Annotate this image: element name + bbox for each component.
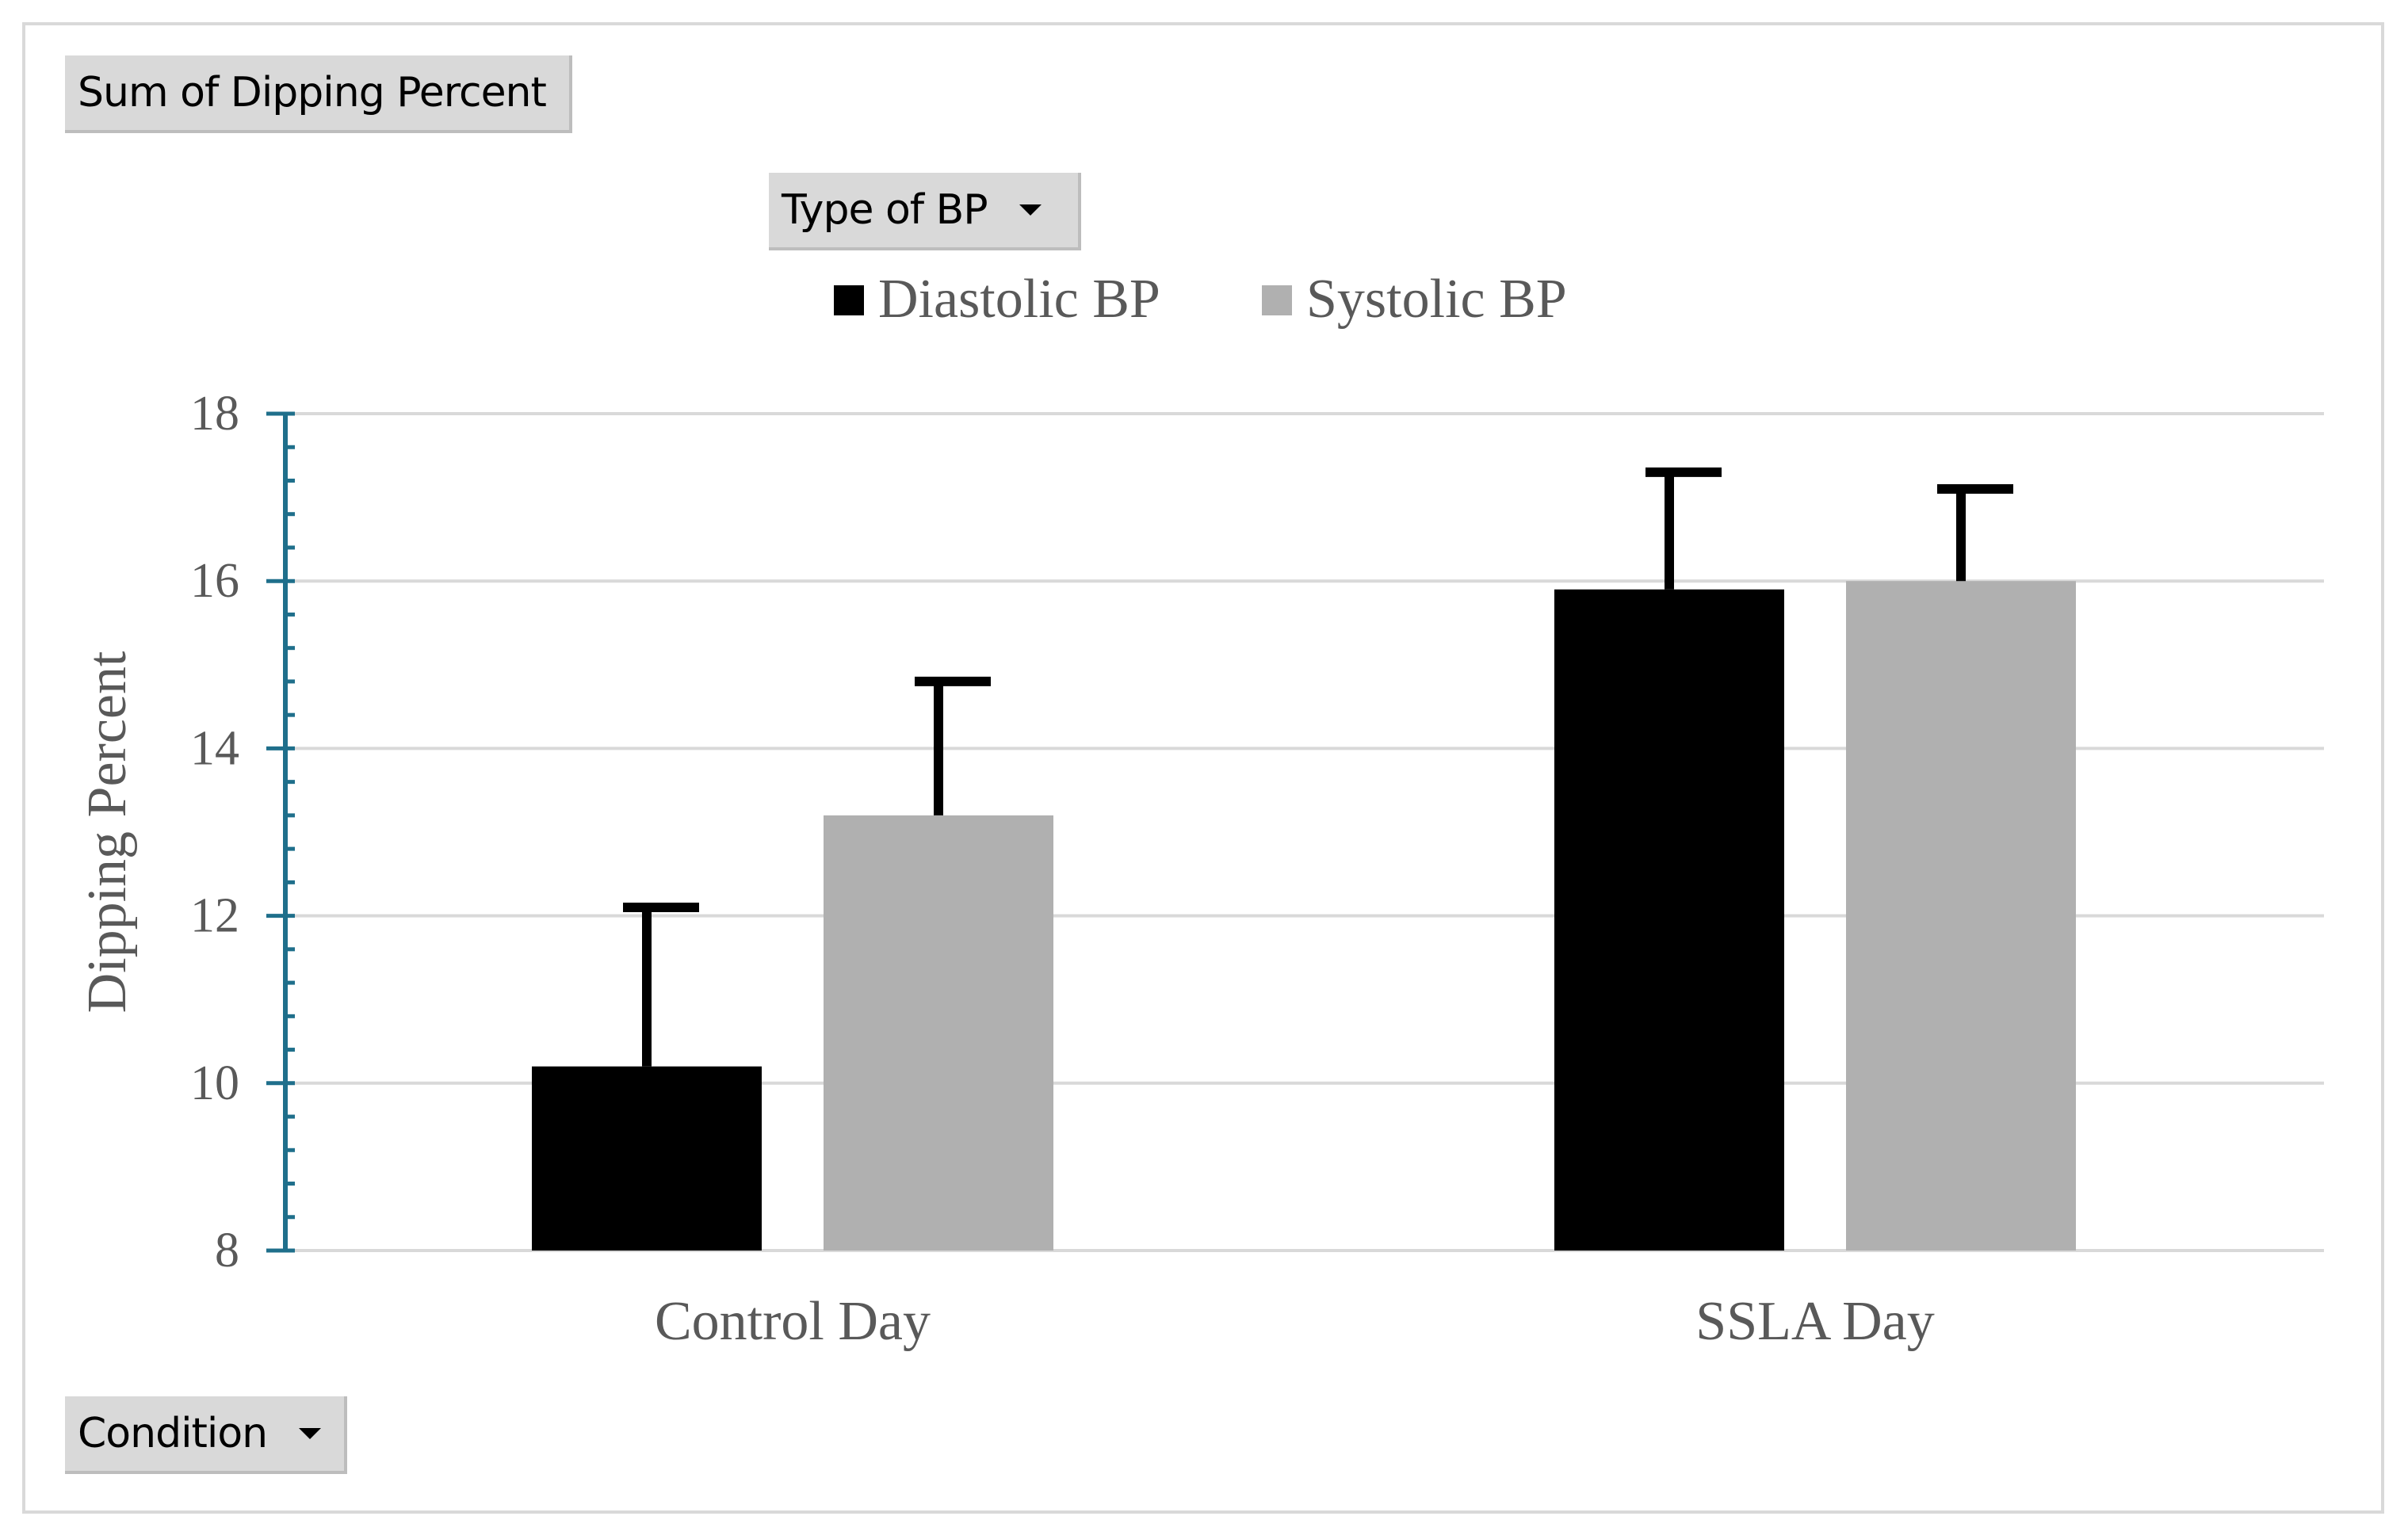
values-field-label: Sum of Dipping Percent — [78, 69, 547, 116]
x-tick-labels: Control Day SSLA Day — [655, 1291, 1935, 1352]
chevron-down-icon — [1019, 204, 1042, 216]
bar-diastolic — [1554, 589, 1784, 1251]
legend-field-label: Type of BP — [782, 186, 988, 234]
axis-field-label: Condition — [78, 1410, 268, 1457]
y-axis-title: Dipping Percent — [77, 651, 138, 1013]
y-tick-label: 16 — [190, 554, 239, 608]
x-tick-label: Control Day — [655, 1291, 931, 1352]
values-field-button[interactable]: Sum of Dipping Percent — [65, 55, 572, 133]
x-tick-label: SSLA Day — [1695, 1291, 1934, 1352]
chevron-down-icon — [299, 1428, 322, 1439]
legend: Diastolic BP Systolic BP — [834, 269, 1567, 330]
y-tick-label: 10 — [190, 1056, 239, 1110]
legend-label-systolic: Systolic BP — [1306, 269, 1567, 330]
axis-field-button[interactable]: Condition — [65, 1396, 347, 1474]
bar-systolic — [1846, 581, 2076, 1251]
y-tick-label: 14 — [190, 721, 239, 775]
error-bars — [623, 467, 2013, 1067]
bars — [532, 581, 2076, 1251]
y-tick-labels: 8 10 12 14 16 18 — [190, 387, 239, 1277]
y-tick-label: 18 — [190, 387, 239, 441]
bar-systolic — [824, 815, 1053, 1251]
legend-field-button[interactable]: Type of BP — [769, 173, 1081, 250]
y-tick-label: 8 — [215, 1224, 239, 1277]
legend-label-diastolic: Diastolic BP — [878, 269, 1160, 330]
y-axis — [266, 411, 295, 1253]
legend-swatch-systolic — [1262, 285, 1292, 315]
y-tick-label: 12 — [190, 889, 239, 943]
bar-diastolic — [532, 1066, 762, 1251]
legend-swatch-diastolic — [834, 285, 864, 315]
